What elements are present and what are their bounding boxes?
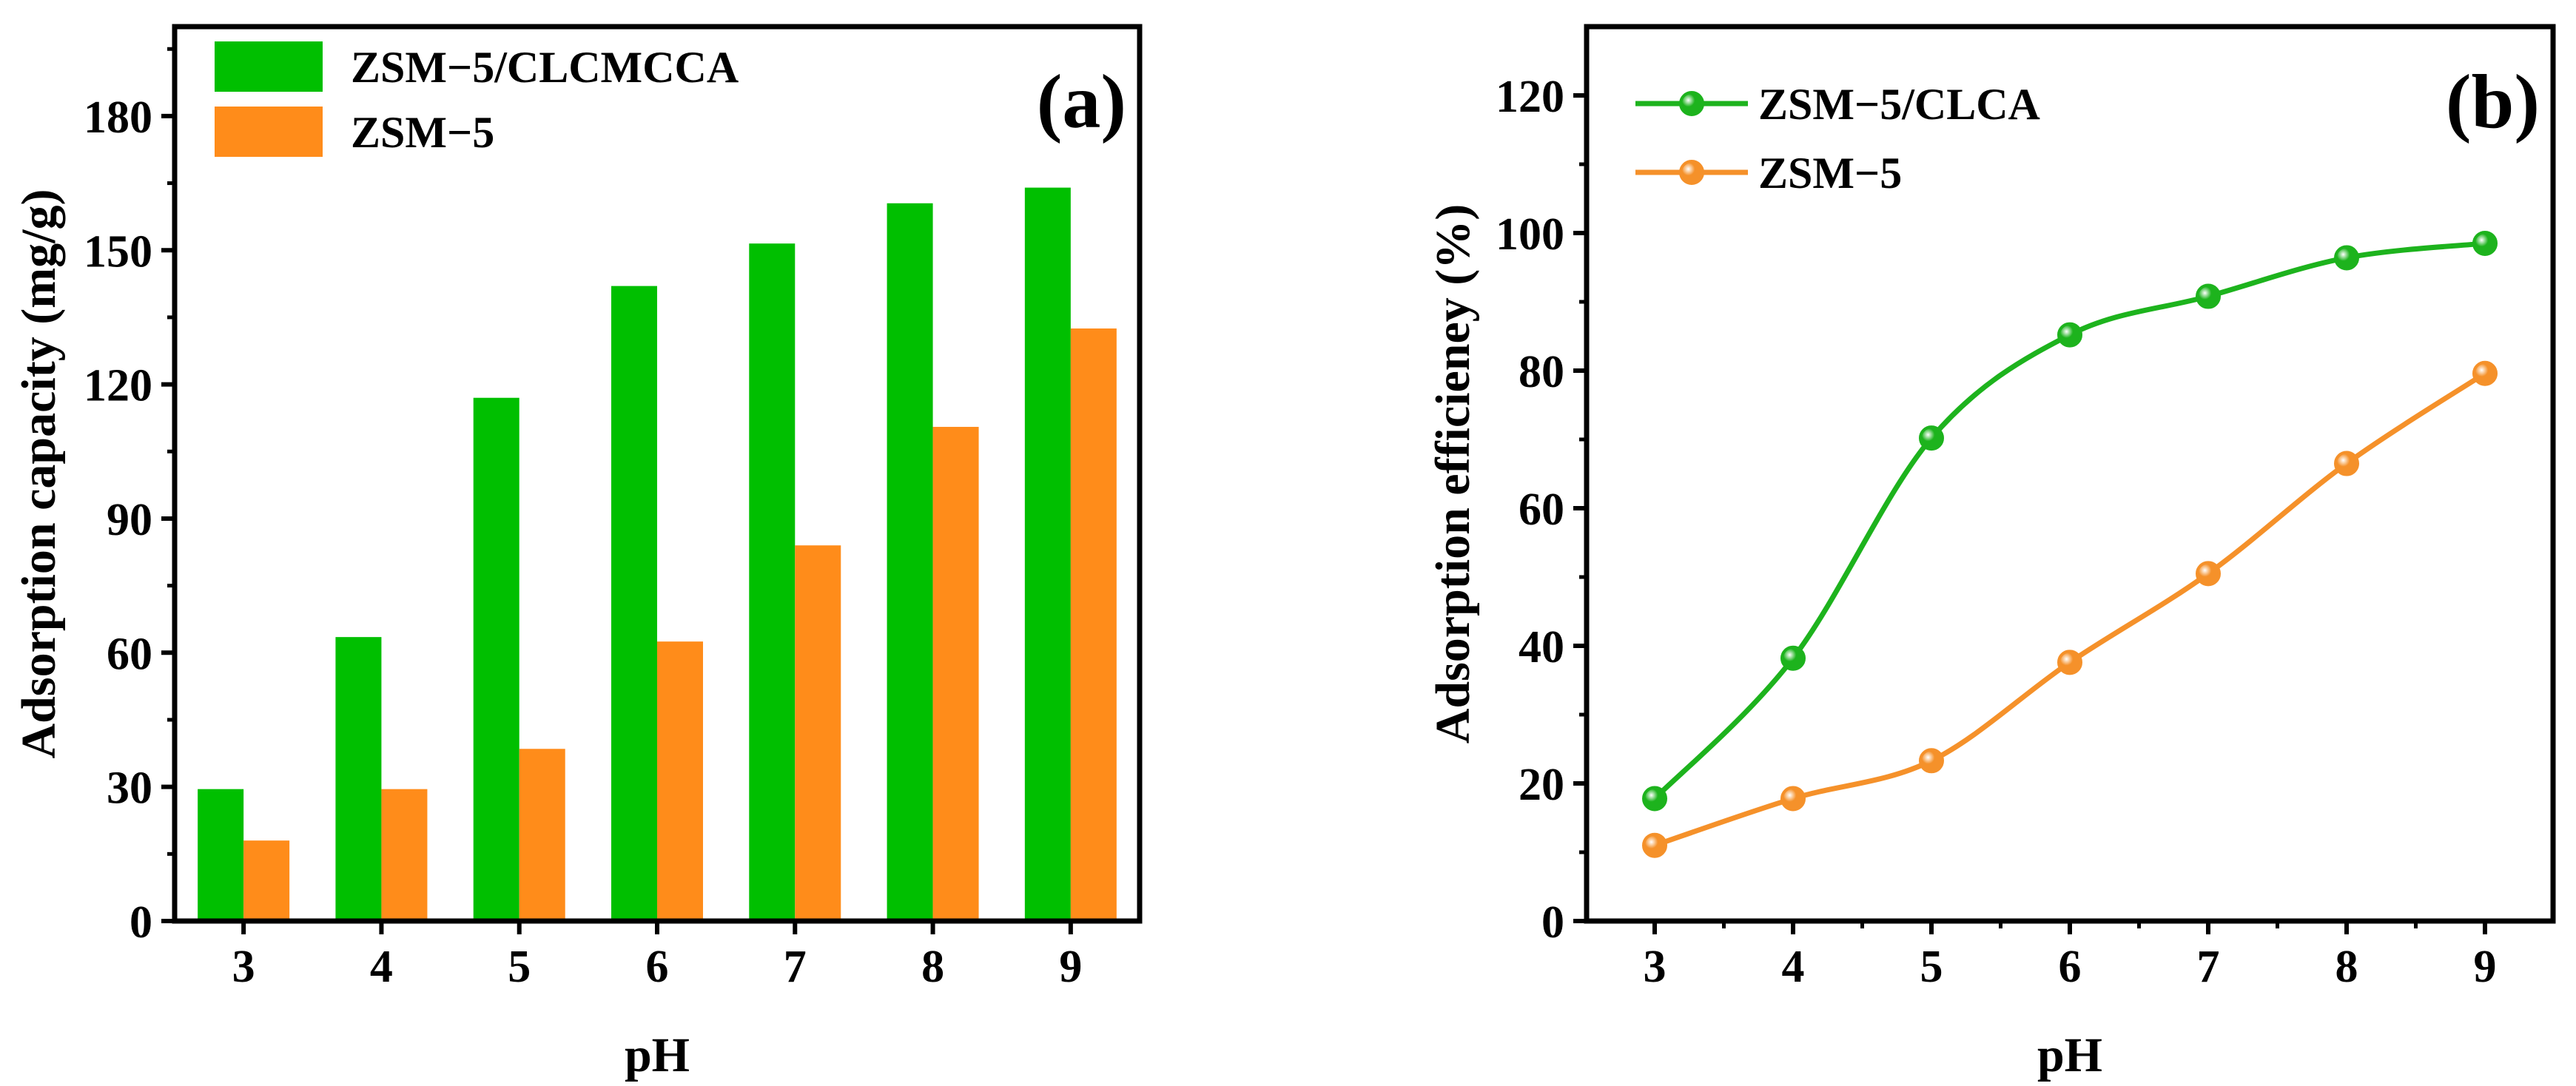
point-zsm-5-clca-ph-6	[2057, 322, 2082, 348]
y-tick-label-a-0: 0	[130, 897, 152, 948]
x-tick-label-a-6: 6	[646, 942, 669, 992]
y-tick-label-a-30: 30	[107, 763, 152, 814]
x-tick-label-a-9: 9	[1059, 942, 1082, 992]
bar-zsm-5-ph-8	[932, 427, 979, 921]
legend-swatch-a-zsm-5-clcmcca	[215, 41, 323, 92]
y-tick-label-b-40: 40	[1519, 622, 1564, 672]
x-tick-label-b-5: 5	[1920, 942, 1943, 992]
x-tick-label-b-7: 7	[2197, 942, 2220, 992]
legend-marker-b-zsm-5	[1679, 160, 1704, 185]
legend-swatch-a-zsm-5	[215, 107, 323, 157]
panel-label-b: (b)	[2446, 59, 2540, 144]
y-axis-title-a: Adsorption capacity (mg/g)	[12, 189, 66, 759]
x-tick-label-a-5: 5	[508, 942, 531, 992]
y-axis-title-b: Adsorption efficieney (%)	[1426, 204, 1480, 744]
x-tick-label-a-7: 7	[784, 942, 807, 992]
y-tick-label-b-80: 80	[1519, 347, 1564, 397]
bar-zsm-5-clcmcca-ph-8	[887, 203, 933, 922]
y-tick-label-a-90: 90	[107, 495, 152, 545]
point-zsm-5-ph-4	[1780, 786, 1806, 812]
x-tick-label-b-3: 3	[1644, 942, 1667, 992]
legend-label-b-zsm-5-clca: ZSM−5/CLCA	[1758, 80, 2040, 129]
x-axis-title-b: pH	[2037, 1028, 2102, 1082]
bar-zsm-5-ph-9	[1070, 328, 1117, 922]
point-zsm-5-clca-ph-3	[1642, 786, 1667, 812]
x-tick-label-a-3: 3	[232, 942, 255, 992]
bar-zsm-5-clcmcca-ph-9	[1024, 187, 1071, 921]
y-tick-label-b-0: 0	[1541, 897, 1564, 948]
panel-label-a: (a)	[1037, 59, 1126, 144]
y-tick-label-a-60: 60	[107, 629, 152, 679]
point-zsm-5-clca-ph-7	[2196, 283, 2221, 309]
x-tick-label-b-8: 8	[2335, 942, 2358, 992]
x-axis-title-a: pH	[625, 1028, 690, 1082]
bar-zsm-5-ph-4	[381, 789, 428, 921]
point-zsm-5-ph-3	[1642, 832, 1667, 858]
y-tick-label-b-60: 60	[1519, 485, 1564, 535]
bar-zsm-5-ph-3	[243, 840, 290, 921]
bar-zsm-5-clcmcca-ph-3	[198, 789, 244, 921]
bar-zsm-5-clcmcca-ph-4	[335, 637, 382, 921]
point-zsm-5-ph-6	[2057, 650, 2082, 675]
legend-label-a-zsm-5-clcmcca: ZSM−5/CLCMCCA	[351, 43, 739, 92]
y-tick-label-a-150: 150	[84, 226, 152, 277]
x-tick-label-b-4: 4	[1782, 942, 1805, 992]
point-zsm-5-ph-9	[2472, 360, 2498, 386]
x-tick-label-a-8: 8	[921, 942, 944, 992]
bar-zsm-5-clcmcca-ph-7	[749, 243, 796, 921]
x-tick-label-a-4: 4	[370, 942, 393, 992]
line-zsm-5	[1653, 371, 2486, 849]
point-zsm-5-clca-ph-5	[1919, 425, 1944, 451]
point-zsm-5-ph-5	[1919, 748, 1944, 774]
point-zsm-5-clca-ph-8	[2334, 245, 2359, 271]
point-zsm-5-clca-ph-4	[1780, 645, 1806, 671]
panel-b-line-chart: 0 20 40 60 80 100 120 3 4 5 6 7 8 9 pH Adsorption effic…	[1426, 24, 2556, 1082]
point-zsm-5-clca-ph-9	[2472, 230, 2498, 256]
plot-frame-b	[1584, 24, 2556, 924]
bar-zsm-5-ph-5	[519, 749, 565, 921]
bar-zsm-5-clcmcca-ph-6	[611, 286, 657, 921]
x-tick-label-b-9: 9	[2474, 942, 2497, 992]
y-tick-label-b-20: 20	[1519, 760, 1564, 810]
point-zsm-5-ph-8	[2334, 451, 2359, 476]
x-tick-label-b-6: 6	[2059, 942, 2082, 992]
panel-a-bar-chart: 0 30 60 90 120 150 180 3 4 5 6 7 8 9 pH Adsorption capa…	[12, 24, 1143, 1082]
bar-zsm-5-ph-6	[657, 641, 703, 921]
legend-marker-b-zsm-5-clca	[1679, 91, 1704, 116]
point-zsm-5-ph-7	[2196, 561, 2221, 587]
legend-label-a-zsm-5: ZSM−5	[351, 108, 494, 157]
bar-zsm-5-ph-7	[795, 545, 841, 921]
bar-zsm-5-clcmcca-ph-5	[473, 397, 519, 921]
y-tick-label-a-180: 180	[84, 92, 152, 143]
y-tick-label-a-120: 120	[84, 361, 152, 411]
legend-label-b-zsm-5: ZSM−5	[1758, 149, 1902, 198]
y-tick-label-b-100: 100	[1496, 209, 1564, 260]
y-tick-label-b-120: 120	[1496, 72, 1564, 122]
